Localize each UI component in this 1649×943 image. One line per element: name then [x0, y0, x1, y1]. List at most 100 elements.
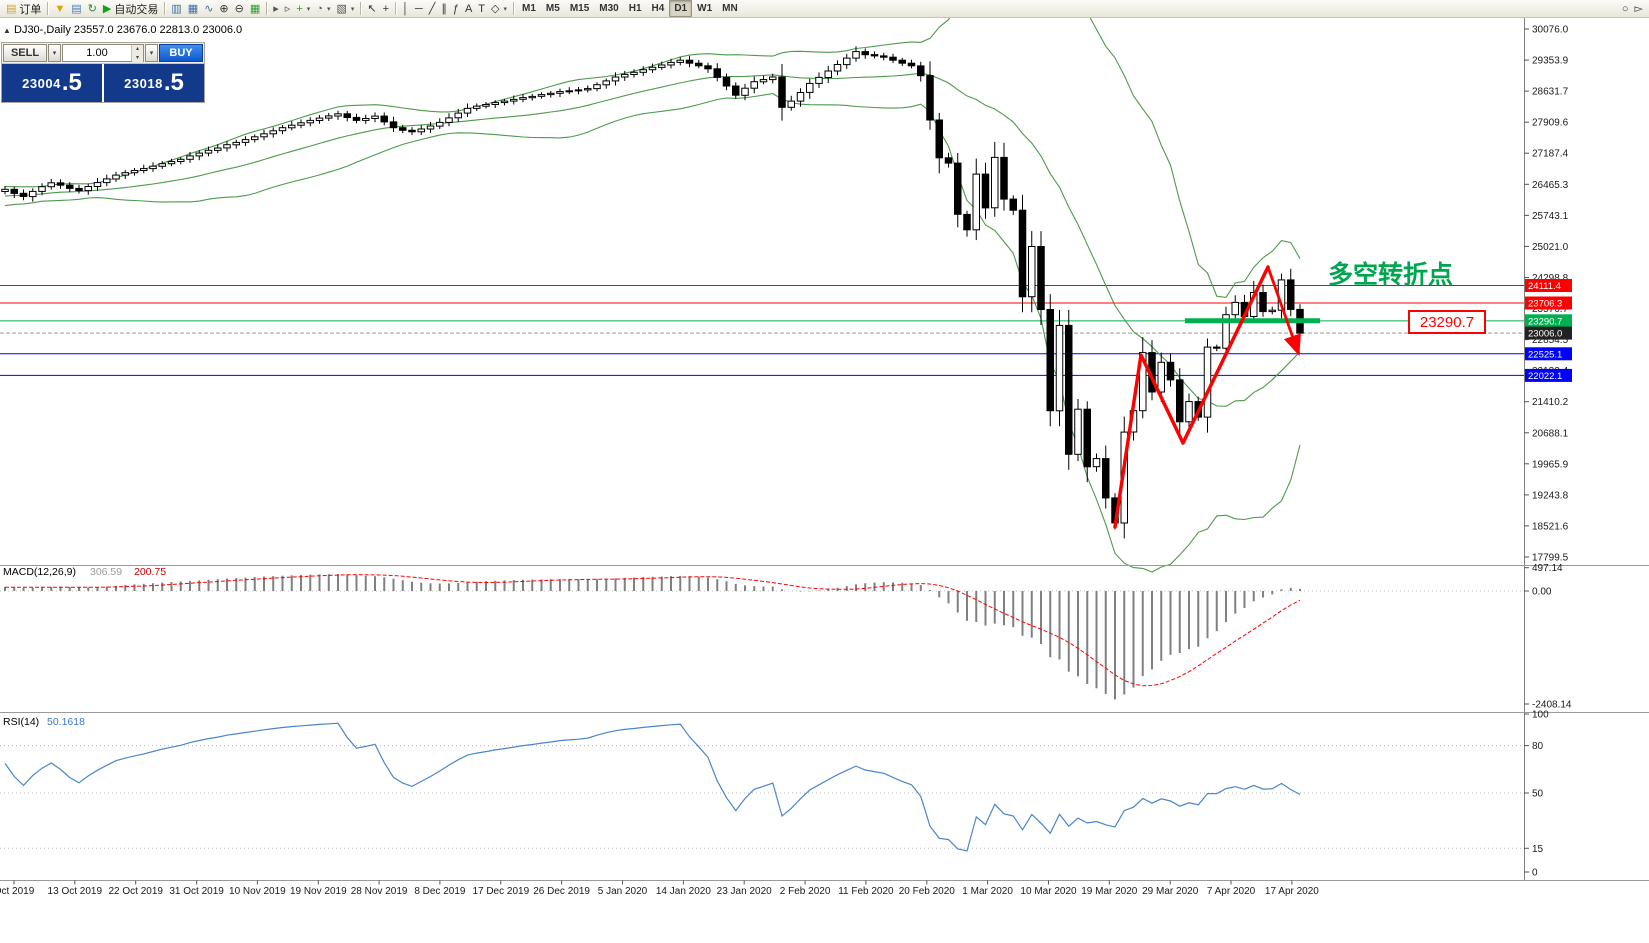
sell-dropdown[interactable]: ▾ — [48, 44, 61, 62]
buy-dropdown[interactable]: ▾ — [145, 44, 158, 62]
toolbar-candlestick-chart[interactable]: ▦ — [185, 1, 201, 17]
toolbar-separator — [513, 2, 515, 15]
price-tag-label: 23290.7 — [1528, 316, 1562, 327]
toolbar-fibonacci[interactable]: ƒ — [450, 1, 462, 17]
macd-panel-canvas[interactable] — [0, 566, 1524, 712]
candle-body — [972, 173, 980, 231]
timeframe-MN[interactable]: MN — [722, 3, 738, 14]
timeframe-D1[interactable]: D1 — [669, 0, 693, 17]
timeframe-M5[interactable]: M5 — [545, 3, 560, 14]
chart-title: DJ30-,Daily 23557.0 23676.0 22813.0 2300… — [14, 24, 242, 36]
price-tag-label: 22525.1 — [1528, 349, 1562, 360]
toolbar-trendline[interactable]: ╱ — [426, 1, 439, 17]
toolbar-auto-scroll[interactable]: ▹ — [282, 1, 294, 17]
toolbar-zoom-out[interactable]: ⊖ — [232, 1, 247, 17]
candle-body — [1176, 379, 1184, 423]
toolbar-new-order[interactable]: ▤ 订单 — [3, 1, 44, 17]
volume-up-icon[interactable]: ▴ — [132, 45, 143, 54]
toolbar-horizontal-line[interactable]: ─ — [412, 1, 426, 17]
candle-body — [935, 119, 943, 159]
price-scale[interactable] — [1525, 18, 1649, 880]
candle-body — [195, 152, 203, 157]
candlestick-chart-icon: ▦ — [187, 2, 199, 15]
sell-price-frac: .5 — [61, 69, 82, 96]
toolbar-equidistant-channel[interactable]: ∥ — [438, 1, 450, 17]
candle-body — [232, 141, 240, 146]
toolbar-chart-shift[interactable]: ▸ — [270, 1, 282, 17]
bar-chart-icon: ▥ — [171, 2, 182, 15]
candle-body — [325, 115, 333, 119]
sell-button[interactable]: SELL — [3, 44, 47, 62]
candle-body — [769, 76, 777, 81]
toolbar-bar-chart[interactable]: ▥ — [168, 1, 184, 17]
window-marker-icon: ▲ — [3, 26, 11, 35]
one-click-trading-panel: SELL ▾ ▴ ▾ ▾ BUY 23004.5 23018.5 — [1, 42, 205, 103]
timeframe-H4[interactable]: H4 — [651, 3, 665, 14]
volume-down-icon[interactable]: ▾ — [132, 54, 143, 63]
main-chart-canvas[interactable] — [0, 18, 1524, 565]
price-callout-box[interactable] — [1408, 310, 1486, 334]
price-tag-22525.1 — [1525, 347, 1572, 361]
toolbar-cursor[interactable]: ↖ — [364, 1, 379, 17]
toolbar-text-tool[interactable]: A — [462, 1, 475, 17]
timeframe-H1[interactable]: H1 — [628, 3, 642, 14]
candle-body — [1185, 401, 1193, 423]
toolbar-line-chart[interactable]: ∿ — [201, 1, 216, 17]
candle-body — [167, 161, 176, 165]
rsi-panel-canvas[interactable] — [0, 713, 1524, 880]
rsi-tick-label: 100 — [1532, 710, 1549, 721]
buy-button[interactable]: BUY — [159, 44, 203, 62]
refresh-icon: ↻ — [87, 2, 97, 15]
candle-body — [278, 127, 287, 132]
auto-scroll-icon: ▹ — [284, 2, 291, 15]
candle-body — [630, 71, 638, 75]
candle-body — [1231, 301, 1239, 316]
toolbar-filter[interactable]: ▼ — [51, 1, 68, 17]
buy-price[interactable]: 23018.5 — [104, 64, 204, 102]
candle-body — [685, 59, 694, 64]
trend-zigzag-line[interactable] — [1113, 265, 1270, 529]
timeframe-M30[interactable]: M30 — [599, 3, 619, 14]
toolbar-vertical-line[interactable]: │ — [399, 1, 412, 17]
macd-tick-label: 0.00 — [1532, 587, 1552, 598]
toolbar-templates[interactable]: ▧ ▾ — [333, 1, 357, 17]
toolbar-search[interactable]: ○ — [1619, 1, 1632, 17]
toolbar-auto-trading[interactable]: ▶ 自动交易 — [100, 1, 161, 17]
toolbar-crosshair[interactable]: + — [380, 1, 392, 17]
timeframe-M1[interactable]: M1 — [522, 3, 536, 14]
toolbar-add-indicator[interactable]: + ▾ — [293, 1, 313, 17]
toolbar-tile-windows[interactable]: ▦ — [247, 1, 263, 17]
toolbar-arrows-tool[interactable]: ◇ ▾ — [488, 1, 510, 17]
toolbar-separator — [360, 2, 362, 15]
candle-body — [445, 117, 453, 123]
turning-point-annotation[interactable]: 多空转折点 — [1328, 260, 1453, 289]
macd-main-value: 306.59 — [90, 566, 122, 578]
toolbar-market-watch[interactable]: ▤ — [68, 1, 84, 17]
candle-body — [1222, 314, 1230, 349]
toolbar-refresh[interactable]: ↻ — [85, 1, 100, 17]
candle-body — [889, 56, 897, 61]
macd-signal-value: 200.75 — [134, 566, 166, 578]
sell-price-main: 23004 — [22, 75, 61, 91]
candle-body — [639, 69, 647, 73]
volume-input[interactable] — [63, 45, 131, 61]
candle-body — [140, 168, 148, 172]
sell-price[interactable]: 23004.5 — [2, 64, 102, 102]
timeframe-W1[interactable]: W1 — [697, 3, 713, 14]
price-tick-label: 19243.8 — [1532, 490, 1569, 501]
macd-tick-label: 497.14 — [1532, 563, 1563, 574]
candle-body — [824, 70, 832, 78]
toolbar-periods[interactable]: ◔ ▾ — [313, 1, 333, 17]
candle-body — [260, 133, 268, 138]
price-tick-label: 22854.5 — [1532, 335, 1569, 346]
toolbar-zoom-in[interactable]: ⊕ — [216, 1, 231, 17]
candle-body — [149, 165, 157, 170]
trend-arrow-line[interactable] — [1266, 266, 1301, 356]
time-tick-label: 19 Mar 2020 — [1081, 886, 1138, 897]
toolbar-text-label[interactable]: T — [475, 1, 488, 17]
candle-body — [648, 66, 657, 71]
timeframe-M15[interactable]: M15 — [569, 3, 590, 14]
candle-body — [491, 102, 499, 105]
toolbar-pointer[interactable]: ▻ — [1632, 1, 1646, 17]
